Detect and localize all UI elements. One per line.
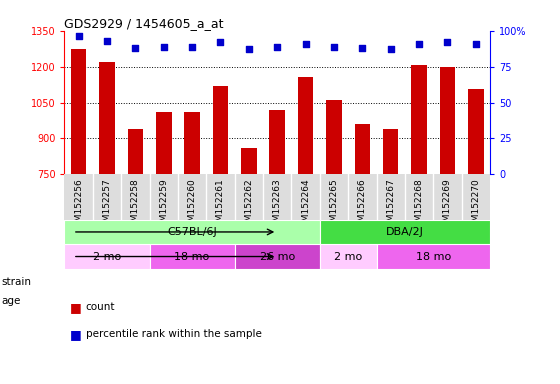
Bar [99, 62, 115, 174]
Text: age: age [2, 296, 21, 306]
Bar [468, 89, 484, 174]
Bar [235, 244, 320, 269]
Text: count: count [86, 302, 115, 312]
Text: GSM152258: GSM152258 [131, 178, 140, 233]
Bar [354, 124, 370, 174]
Text: GSM152268: GSM152268 [414, 178, 423, 233]
Text: GSM152265: GSM152265 [329, 178, 338, 233]
Text: GSM152269: GSM152269 [443, 178, 452, 233]
Point [386, 46, 395, 53]
Point [74, 33, 83, 40]
Point [414, 41, 423, 47]
Point [301, 41, 310, 47]
Bar [213, 86, 228, 174]
Text: GSM152270: GSM152270 [472, 178, 480, 233]
Point [472, 41, 480, 47]
Point [244, 46, 253, 53]
Text: GSM152262: GSM152262 [244, 178, 253, 233]
Text: 18 mo: 18 mo [175, 252, 209, 262]
Text: GSM152257: GSM152257 [102, 178, 111, 233]
Text: DBA/2J: DBA/2J [386, 227, 424, 237]
Bar [150, 244, 235, 269]
Bar [269, 110, 285, 174]
Bar [64, 244, 150, 269]
Bar [376, 244, 490, 269]
Bar [320, 244, 376, 269]
Bar [184, 112, 200, 174]
Bar [383, 129, 399, 174]
Text: GSM152260: GSM152260 [188, 178, 197, 233]
Text: GSM152264: GSM152264 [301, 178, 310, 233]
Text: GSM152261: GSM152261 [216, 178, 225, 233]
Bar [320, 220, 490, 244]
Text: 2 mo: 2 mo [334, 252, 362, 262]
Text: GSM152259: GSM152259 [159, 178, 168, 233]
Bar [298, 78, 314, 174]
Text: 2 mo: 2 mo [93, 252, 121, 262]
Text: strain: strain [2, 277, 32, 287]
Text: GSM152267: GSM152267 [386, 178, 395, 233]
Text: C57BL/6J: C57BL/6J [167, 227, 217, 237]
Point [358, 45, 367, 51]
Point [216, 39, 225, 45]
Text: ■: ■ [70, 328, 86, 341]
Point [273, 43, 282, 50]
Point [329, 43, 338, 50]
Bar [128, 129, 143, 174]
Bar [241, 148, 256, 174]
Point [159, 43, 168, 50]
Point [443, 39, 452, 45]
Bar [440, 66, 455, 174]
Bar [156, 112, 171, 174]
Text: ■: ■ [70, 301, 86, 314]
Text: GSM152266: GSM152266 [358, 178, 367, 233]
Text: GSM152263: GSM152263 [273, 178, 282, 233]
Bar [71, 49, 86, 174]
Bar [64, 220, 320, 244]
Text: GDS2929 / 1454605_a_at: GDS2929 / 1454605_a_at [64, 17, 224, 30]
Bar [411, 65, 427, 174]
Point [102, 38, 111, 44]
Text: percentile rank within the sample: percentile rank within the sample [86, 329, 262, 339]
Text: 18 mo: 18 mo [416, 252, 451, 262]
Point [131, 45, 140, 51]
Bar [326, 100, 342, 174]
Text: 26 mo: 26 mo [260, 252, 295, 262]
Point [188, 43, 197, 50]
Text: GSM152256: GSM152256 [74, 178, 83, 233]
